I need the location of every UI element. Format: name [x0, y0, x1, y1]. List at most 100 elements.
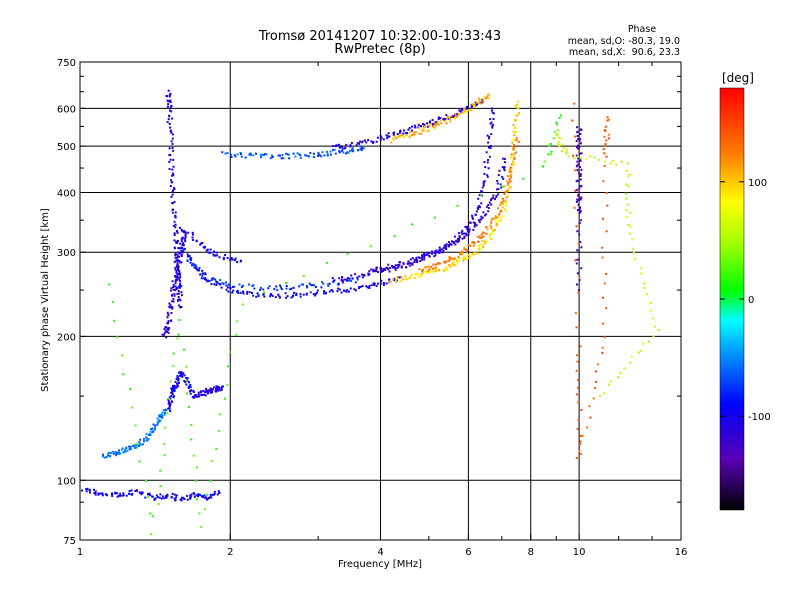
- echo-point: [501, 166, 504, 169]
- echo-point: [172, 300, 175, 303]
- echo-point: [609, 162, 612, 165]
- echo-point: [206, 392, 209, 395]
- echo-point: [578, 187, 581, 190]
- echo-point: [487, 167, 490, 170]
- echo-point: [573, 206, 576, 209]
- echo-point: [171, 117, 174, 120]
- echo-point: [475, 101, 478, 104]
- x-axis-label: Frequency [MHz]: [338, 559, 422, 570]
- echo-point: [210, 278, 213, 281]
- echo-point: [149, 428, 152, 431]
- echo-point: [141, 443, 144, 446]
- echo-point: [463, 246, 466, 249]
- echo-point: [422, 271, 425, 274]
- echo-point: [421, 258, 423, 261]
- echo-point: [380, 271, 383, 273]
- echo-point: [139, 492, 142, 494]
- echo-point: [420, 275, 423, 278]
- echo-point: [193, 396, 196, 399]
- echo-point: [129, 448, 132, 450]
- echo-point: [580, 219, 583, 222]
- echo-point: [373, 284, 376, 286]
- echo-point: [185, 377, 188, 379]
- echo-point: [432, 270, 435, 273]
- echo-point: [114, 451, 117, 454]
- echo-point: [411, 263, 414, 266]
- echo-point: [206, 493, 209, 496]
- echo-point: [496, 180, 499, 182]
- echo-point: [147, 438, 150, 441]
- echo-point: [487, 141, 490, 144]
- echo-point: [174, 211, 177, 214]
- echo-point: [172, 288, 175, 291]
- echo-point: [602, 148, 605, 151]
- echo-point: [576, 146, 579, 149]
- echo-point: [168, 327, 171, 330]
- echo-point: [176, 273, 179, 276]
- x-tick-label: 4: [377, 547, 383, 558]
- echo-point: [415, 273, 418, 276]
- echo-point: [163, 331, 166, 334]
- echo-point: [276, 289, 279, 292]
- echo-point: [88, 488, 91, 491]
- echo-point: [170, 496, 173, 499]
- y-axis-label: Stationary phase Virtual Height [km]: [40, 208, 51, 392]
- echo-point: [149, 430, 152, 433]
- echo-point: [640, 267, 643, 270]
- echo-point: [392, 278, 395, 281]
- echo-point: [423, 258, 426, 261]
- echo-point: [329, 150, 332, 153]
- echo-point: [269, 293, 272, 295]
- echo-point: [191, 236, 194, 239]
- echo-point: [227, 365, 229, 368]
- echo-point: [380, 136, 383, 139]
- echo-point: [134, 424, 137, 427]
- echo-point: [171, 191, 174, 193]
- echo-point: [153, 426, 156, 429]
- echo-point: [118, 449, 121, 452]
- echo-point: [271, 154, 273, 157]
- echo-point: [503, 185, 506, 188]
- echo-point: [507, 182, 510, 185]
- echo-point: [411, 134, 414, 136]
- echo-point: [226, 384, 229, 386]
- echo-point: [556, 123, 559, 126]
- echo-point: [176, 292, 179, 295]
- echo-point: [402, 132, 405, 135]
- echo-point: [259, 153, 262, 156]
- echo-point: [387, 263, 390, 266]
- echo-point: [343, 147, 346, 150]
- echo-point: [438, 262, 441, 265]
- echo-point: [204, 277, 207, 280]
- echo-point: [240, 153, 242, 155]
- echo-point: [509, 180, 512, 183]
- echo-point: [166, 327, 169, 330]
- echo-point: [202, 389, 205, 392]
- echo-point: [134, 445, 137, 448]
- echo-point: [468, 230, 471, 233]
- echo-point: [507, 195, 510, 198]
- echo-point: [235, 333, 238, 336]
- echo-point: [500, 202, 503, 205]
- echo-point: [387, 132, 390, 135]
- echo-point: [463, 248, 466, 250]
- echo-point: [461, 253, 463, 256]
- echo-point: [513, 144, 516, 147]
- echo-point: [396, 266, 399, 269]
- echo-point: [163, 328, 166, 331]
- echo-point: [483, 240, 486, 243]
- echo-point: [162, 442, 165, 445]
- echo-point: [138, 445, 140, 447]
- echo-point: [456, 115, 459, 118]
- echo-point: [175, 378, 178, 380]
- echo-point: [176, 260, 179, 263]
- echo-point: [320, 155, 323, 158]
- echo-point: [439, 117, 442, 120]
- echo-point: [577, 144, 580, 147]
- echo-point: [204, 272, 207, 275]
- echo-point: [204, 391, 207, 394]
- echo-point: [478, 235, 481, 238]
- echo-point: [349, 144, 352, 147]
- echo-point: [465, 248, 468, 251]
- echo-point: [116, 336, 119, 339]
